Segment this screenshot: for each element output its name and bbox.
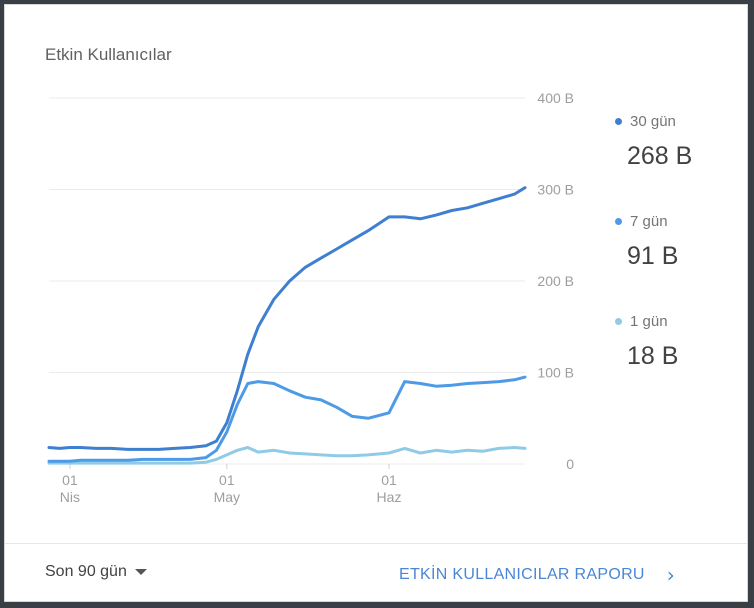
legend-label-30-days: 30 gün — [630, 113, 676, 130]
card-title: Etkin Kullanıcılar — [45, 45, 172, 64]
y-tick-label: 0 — [566, 456, 574, 472]
legend-label-1-day: 1 gün — [630, 313, 668, 330]
chevron-right-icon: › — [666, 563, 676, 587]
series-line-1-gün — [47, 446, 527, 465]
legend-item-1-day[interactable]: 1 gün 18 B — [609, 313, 729, 371]
footer-divider — [5, 543, 747, 544]
y-tick-label: 100 B — [537, 365, 574, 381]
caret-down-icon — [134, 569, 147, 575]
active-users-card: Etkin Kullanıcılar 400 B 300 B 200 B 100 B 0… — [4, 4, 748, 602]
legend-value-7-days: 91 B — [627, 242, 679, 270]
date-range-dropdown[interactable]: Son 90 gün — [45, 563, 147, 581]
x-tick-day: 01 — [219, 472, 235, 488]
active-users-report-link[interactable]: ETKİN KULLANICILAR RAPORU › — [399, 563, 675, 587]
legend-value-1-day: 18 B — [627, 342, 679, 370]
legend-label-7-days: 7 gün — [630, 213, 668, 230]
series-line-7-gün — [47, 375, 527, 463]
series-line-30-gün — [47, 186, 527, 451]
y-tick-label: 400 B — [537, 90, 574, 106]
x-tick-month: May — [214, 489, 240, 505]
legend-dot-icon — [615, 218, 622, 225]
legend-value-30-days: 268 B — [627, 142, 693, 170]
report-link-label: ETKİN KULLANICILAR RAPORU — [399, 566, 645, 583]
legend-item-7-days[interactable]: 7 gün 91 B — [609, 213, 729, 271]
legend-dot-icon — [615, 118, 622, 125]
date-range-label: Son 90 gün — [45, 563, 127, 580]
y-tick-label: 200 B — [537, 273, 574, 289]
x-tick-month: Nis — [60, 489, 80, 505]
x-tick-month: Haz — [377, 489, 402, 505]
legend-dot-icon — [615, 318, 622, 325]
legend-item-30-days[interactable]: 30 gün 268 B — [609, 113, 729, 171]
x-tick-day: 01 — [62, 472, 78, 488]
x-tick-day: 01 — [381, 472, 397, 488]
y-tick-label: 300 B — [537, 182, 574, 198]
